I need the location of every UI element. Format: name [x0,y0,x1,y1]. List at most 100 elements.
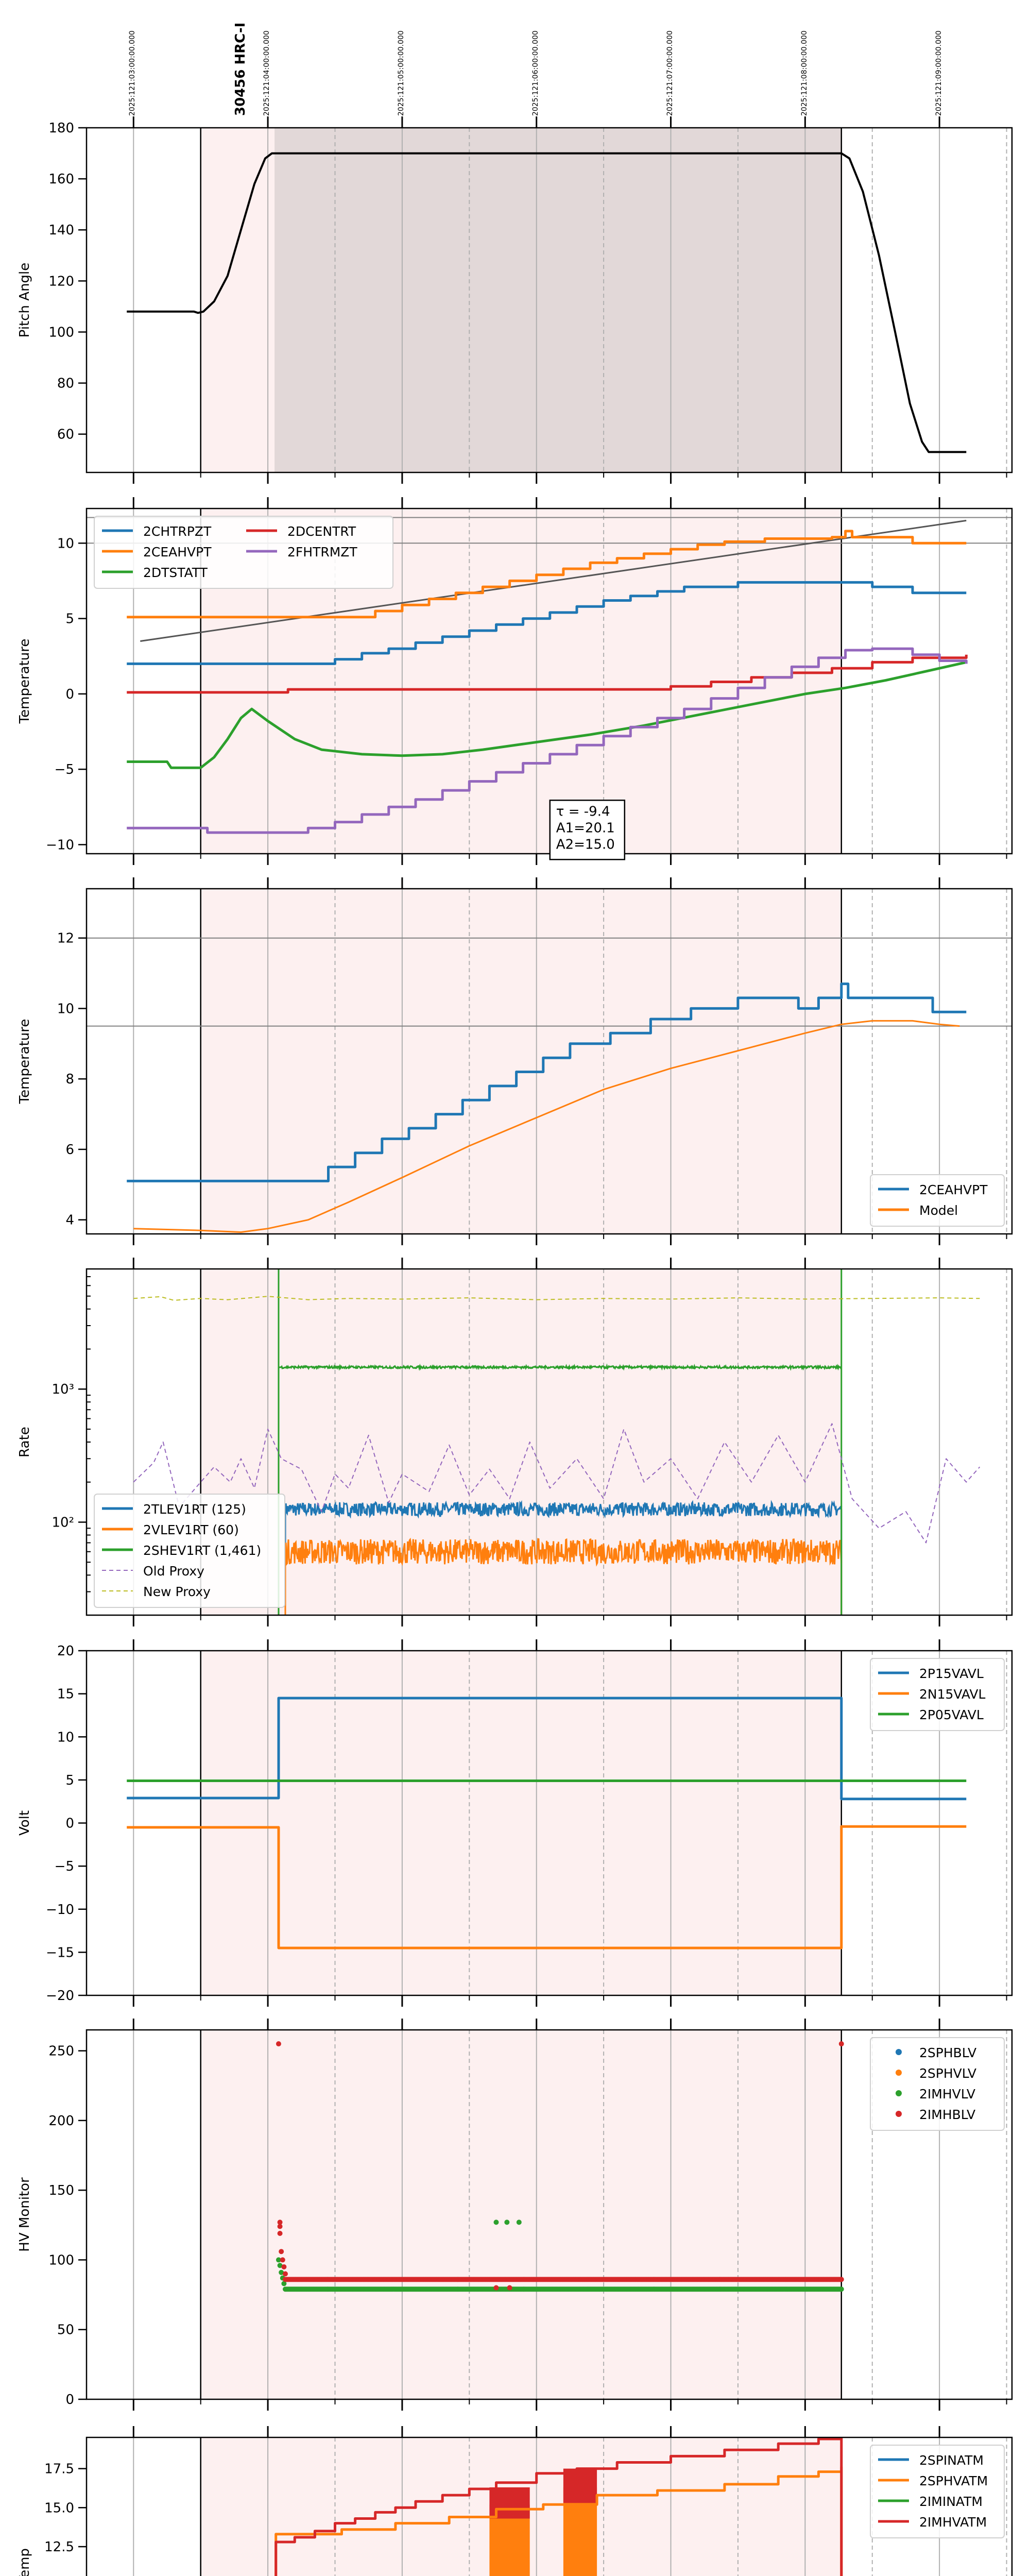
observation-shade [200,1651,842,1995]
series-line [274,2466,843,2576]
series-line [127,982,967,1182]
legend-label: 2IMHBLV [919,2107,975,2122]
data-point [838,2041,844,2047]
y-tick-label: 10 [57,536,74,551]
y-axis-label: Pitch Angle [17,263,32,338]
series-line [133,1296,980,1301]
y-tick-label: 10 [57,1730,74,1745]
legend-label: 2CEAHVPT [919,1182,988,1197]
legend-label: 2SHEV1RT (1,461) [143,1543,261,1558]
panel-temps1: −10 −5 0 5 10 Temperature τ = -9.4A1=20.1A2=15… [17,497,1013,865]
observation-title: 30456 HRC-I [233,23,248,116]
data-layer [133,1269,981,1615]
y-tick-label: −5 [55,762,74,777]
series-line [278,1363,843,1371]
legend-label: New Proxy [143,1584,211,1599]
data-point [277,2231,283,2236]
data-point [276,2041,281,2047]
series-line [133,1020,960,1233]
axes-frame [85,127,1013,473]
top-time-label: 2025:121:06:00:00.000 [531,30,540,116]
series-line [127,654,968,694]
fit-annotation-line: A2=15.0 [556,837,615,852]
data-point [516,2219,522,2225]
y-axis-label: Temperature [17,1019,32,1105]
legend-marker [896,2111,902,2117]
data-point [504,2219,510,2225]
y-tick-label: 5 [65,1773,74,1788]
data-layer [127,982,967,1233]
series-line [127,1825,967,1950]
y-tick-label: 150 [48,2183,74,2198]
series-line [127,647,968,834]
y-tick-label: −20 [46,1988,74,2004]
data-point [279,2249,284,2255]
y-tick-label: −10 [46,1902,74,1918]
legend-label: 2DCENTRT [287,524,356,539]
series-line [274,2437,843,2576]
y-tick-label: 4 [65,1213,74,1228]
y-tick-label: 60 [57,427,74,443]
series-line [284,1537,843,1567]
y-tick-label: 5 [65,612,74,627]
legend: 2SPHBLV 2SPHVLV 2IMHVLV 2IMHBLV [870,2037,1005,2131]
y-tick-label: 120 [48,274,74,289]
top-time-label: 2025:121:07:00:00.000 [666,30,674,116]
legend-label: 2IMHVATM [919,2515,987,2530]
panel-rates: 10² 10³ Rate 2TLEV1RT (125) 2VLEV1RT (60) 2SH… [17,1258,1013,1626]
legend-box [94,516,393,589]
panel-volts: −20−15−10−505101520Volt2P15VAVL2N15VAVL2… [17,1639,1013,2007]
y-axis-label: Temperature [17,639,32,724]
y-tick-label: −5 [55,1859,74,1874]
fit-annotation-line: τ = -9.4 [556,804,610,819]
observation-shade [200,1269,842,1615]
series-line [127,1697,967,1801]
data-point [280,2257,285,2263]
y-tick-label: −10 [46,837,74,853]
legend-box [870,2037,1005,2131]
legend-label: 2CEAHVPT [143,545,212,560]
legend: 2SPINATM 2SPHVATM 2IMINATM 2IMHVATM [870,2445,1005,2538]
legend-label: Old Proxy [143,1564,204,1579]
data-layer [127,519,968,834]
panel-pitch: 60 80 100 120 140 160 180 Pitch Angle [17,116,1013,484]
y-tick-label: 50 [57,2323,74,2338]
data-layer [274,2437,843,2576]
top-time-label: 2025:121:08:00:00.000 [800,30,809,116]
legend-label: 2IMINATM [919,2494,983,2509]
legend-box [870,2445,1005,2538]
data-point [838,2286,844,2292]
observation-shade [200,889,842,1234]
data-point [493,2285,499,2291]
y-tick-label: 10 [57,1001,74,1016]
legend-box [870,1174,1005,1227]
y-tick-label: 200 [48,2113,74,2129]
data-point [281,2281,287,2286]
top-time-label: 2025:121:04:00:00.000 [263,30,271,116]
y-tick-label: 20 [57,1643,74,1659]
axes-frame [85,888,1013,1235]
y-tick-label: 140 [48,223,74,238]
y-tick-label: 17.5 [44,2462,74,2477]
y-tick-label: 100 [48,325,74,340]
legend: 2P15VAVL 2N15VAVL 2P05VAVL [870,1658,1005,1731]
legend-label: 2IMHVLV [919,2087,975,2102]
legend: 2CEAHVPT Model [870,1174,1005,1227]
axes-frame [85,2436,1013,2576]
y-tick-label: 0 [65,687,74,702]
data-layer [276,2041,844,2292]
data-point [277,2224,283,2229]
y-tick-label: 8 [65,1072,74,1087]
series-line [133,1423,981,1544]
legend-box [94,1494,285,1608]
fit-annotation-box [549,800,626,860]
legend: 2CHTRPZT 2CEAHVPT 2DTSTATT 2DCENTRT 2FHTRMZT [94,516,393,589]
y-tick-label: 10² [52,1515,74,1530]
top-time-label: 2025:121:05:00:00.000 [397,30,405,116]
data-point [277,2219,283,2225]
y-axis-label: Detector Temp [17,2548,32,2576]
observation-shade [200,2030,842,2399]
